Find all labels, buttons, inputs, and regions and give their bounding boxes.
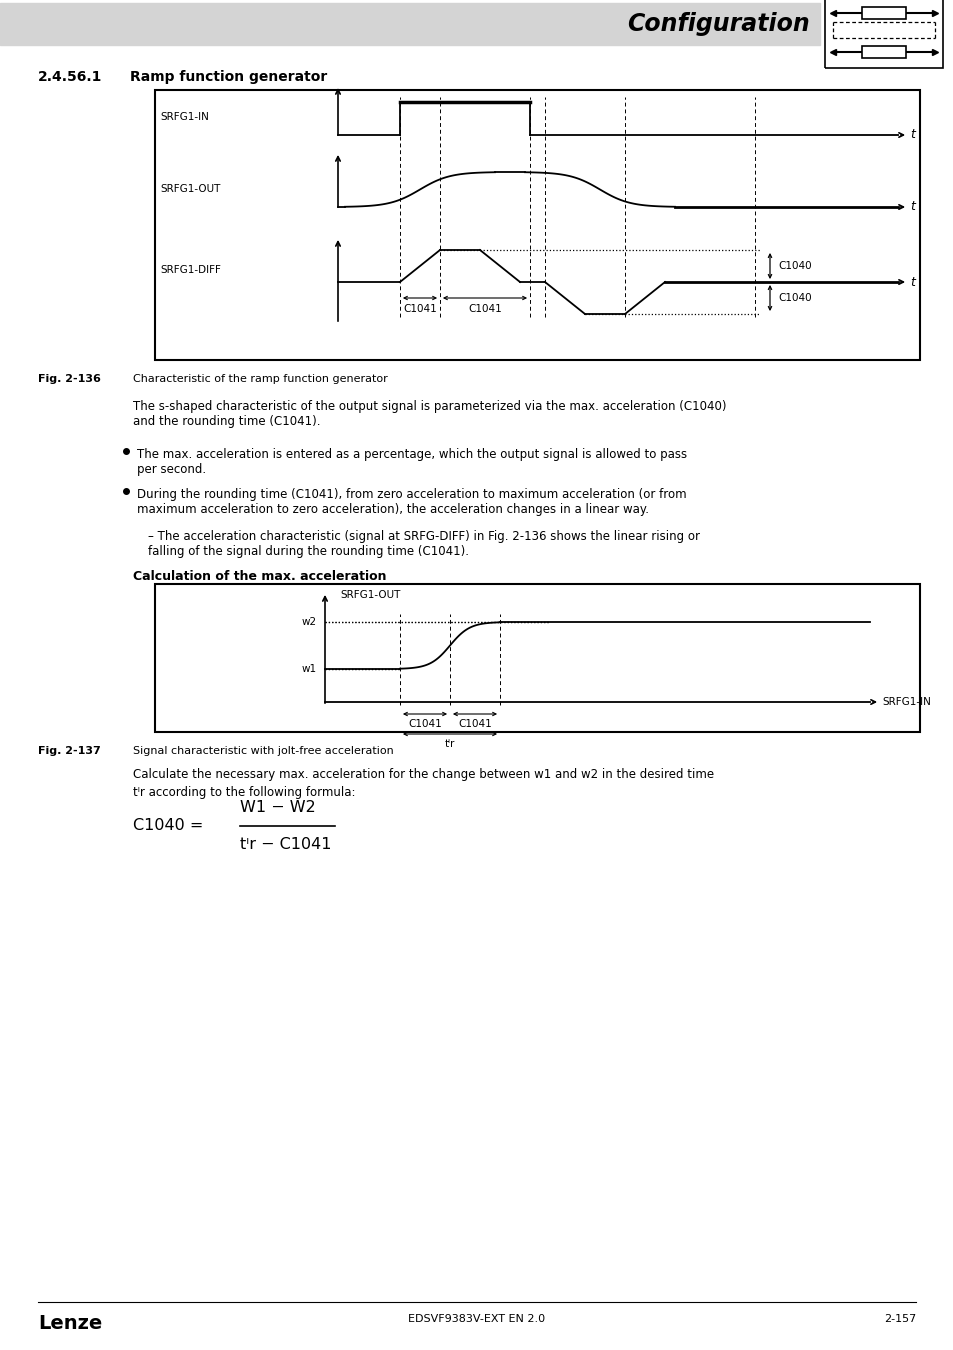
- Text: C1041: C1041: [457, 720, 492, 729]
- Text: Calculation of the max. acceleration: Calculation of the max. acceleration: [132, 570, 386, 583]
- Bar: [154, 90, 919, 360]
- Text: Calculate the necessary max. acceleration for the change between w1 and w2 in th: Calculate the necessary max. acceleratio…: [132, 768, 714, 782]
- Text: C1041: C1041: [468, 304, 501, 315]
- Text: t: t: [909, 201, 914, 213]
- Text: Signal characteristic with jolt-free acceleration: Signal characteristic with jolt-free acc…: [132, 747, 394, 756]
- Text: t: t: [909, 275, 914, 289]
- Text: SRFG1-OUT: SRFG1-OUT: [160, 184, 220, 194]
- Text: C1040: C1040: [778, 261, 811, 271]
- Bar: [862, 46, 905, 58]
- Text: C1040 =: C1040 =: [132, 818, 203, 833]
- Text: C1040: C1040: [778, 293, 811, 302]
- Text: Characteristic of the ramp function generator: Characteristic of the ramp function gene…: [132, 374, 387, 383]
- Text: tᴵr according to the following formula:: tᴵr according to the following formula:: [132, 786, 355, 799]
- Text: The s-shaped characteristic of the output signal is parameterized via the max. a: The s-shaped characteristic of the outpu…: [132, 400, 726, 428]
- Text: – The acceleration characteristic (signal at SRFG-DIFF) in Fig. 2-136 shows the : – The acceleration characteristic (signa…: [148, 531, 700, 558]
- Text: SRFG1-DIFF: SRFG1-DIFF: [160, 265, 221, 275]
- Bar: [0, 3, 820, 45]
- Text: C1041: C1041: [408, 720, 441, 729]
- Text: 2-157: 2-157: [882, 1314, 915, 1324]
- Text: Lenze: Lenze: [38, 1314, 102, 1332]
- Bar: [824, 0, 942, 68]
- Text: SRFG1-IN: SRFG1-IN: [160, 112, 209, 122]
- Text: SRFG1-IN: SRFG1-IN: [882, 697, 930, 707]
- Text: W1 − W2: W1 − W2: [240, 801, 315, 815]
- Text: Ramp function generator: Ramp function generator: [130, 70, 327, 84]
- Text: w1: w1: [301, 664, 316, 674]
- Text: Fig. 2-137: Fig. 2-137: [38, 747, 101, 756]
- Text: During the rounding time (C1041), from zero acceleration to maximum acceleration: During the rounding time (C1041), from z…: [137, 487, 686, 516]
- Text: EDSVF9383V-EXT EN 2.0: EDSVF9383V-EXT EN 2.0: [408, 1314, 545, 1324]
- Text: w2: w2: [301, 617, 316, 626]
- Text: Configuration: Configuration: [626, 12, 809, 36]
- Text: SRFG1-OUT: SRFG1-OUT: [339, 590, 400, 599]
- Text: tᴵr: tᴵr: [444, 738, 455, 749]
- Text: t: t: [909, 128, 914, 142]
- Text: C1041: C1041: [403, 304, 436, 315]
- Text: tᴵr − C1041: tᴵr − C1041: [240, 837, 331, 852]
- Text: The max. acceleration is entered as a percentage, which the output signal is all: The max. acceleration is entered as a pe…: [137, 448, 686, 477]
- Text: Fig. 2-136: Fig. 2-136: [38, 374, 101, 383]
- Bar: [154, 585, 919, 732]
- Bar: [862, 7, 905, 19]
- Text: 2.4.56.1: 2.4.56.1: [38, 70, 102, 84]
